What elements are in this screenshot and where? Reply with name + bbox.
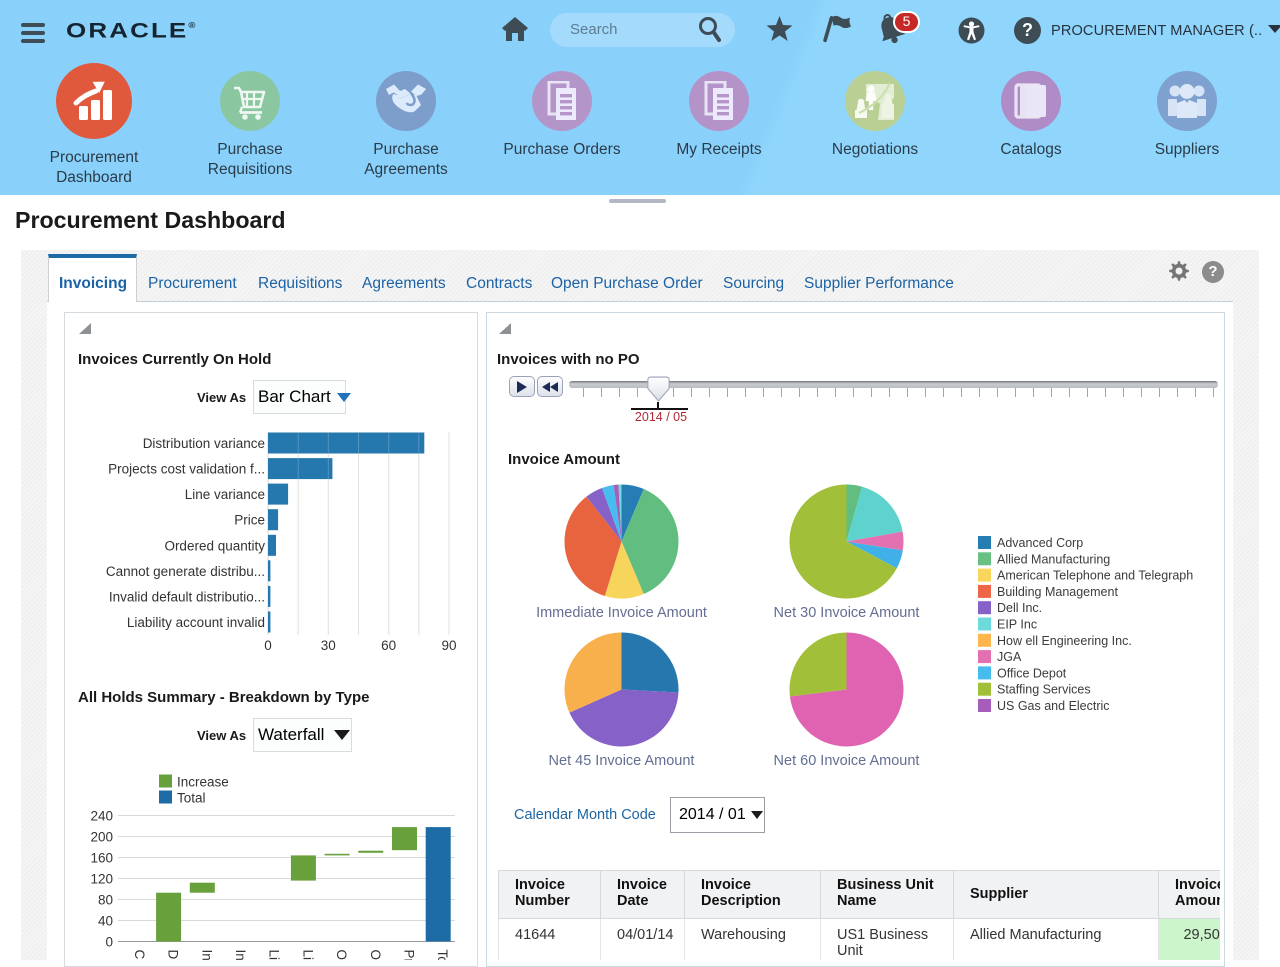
svg-text:Line variance: Line variance — [185, 487, 265, 502]
svg-text:Increase: Increase — [177, 775, 229, 790]
svg-text:40: 40 — [98, 914, 113, 929]
svg-text:Price: Price — [234, 513, 265, 528]
svg-text:0: 0 — [264, 638, 272, 653]
svg-text:30: 30 — [321, 638, 336, 653]
svg-text:Total: Total — [435, 950, 450, 961]
svg-text:Net 30 Invoice Amount: Net 30 Invoice Amount — [774, 605, 920, 621]
svg-text:Other: Other — [368, 950, 383, 961]
svg-text:EIP Inc: EIP Inc — [997, 618, 1037, 632]
svg-text:Invalid default distributio...: Invalid default distributio... — [109, 589, 265, 604]
svg-text:Advanced Corp: Advanced Corp — [997, 536, 1083, 550]
svg-text:Staffing Services: Staffing Services — [997, 683, 1091, 697]
svg-text:US Gas and Electric: US Gas and Electric — [997, 699, 1110, 713]
svg-text:Distribution variance: Distribution variance — [143, 436, 265, 451]
svg-text:Projects cost validation f...: Projects cost validation f... — [108, 462, 265, 477]
svg-text:Line variance: Line variance — [300, 950, 315, 961]
svg-text:60: 60 — [381, 638, 396, 653]
svg-text:Total: Total — [177, 791, 206, 806]
svg-text:Invoice cancelle...: Invoice cancelle... — [233, 950, 248, 961]
svg-text:120: 120 — [90, 872, 113, 887]
svg-text:Allied Manufacturing: Allied Manufacturing — [997, 552, 1110, 566]
svg-text:0: 0 — [105, 935, 113, 950]
svg-text:Ordered quantity: Ordered quantity — [164, 538, 265, 553]
svg-text:Price: Price — [402, 950, 417, 961]
svg-text:80: 80 — [98, 893, 113, 908]
svg-text:Dell Inc.: Dell Inc. — [997, 601, 1042, 615]
svg-text:Immediate Invoice Amount: Immediate Invoice Amount — [536, 605, 707, 621]
svg-text:Office Depot: Office Depot — [997, 666, 1067, 680]
svg-text:Liability account invalid: Liability account invalid — [127, 615, 265, 630]
svg-text:Net 45 Invoice Amount: Net 45 Invoice Amount — [549, 753, 695, 769]
svg-text:Inv default distr...: Inv default distr... — [199, 950, 214, 961]
svg-text:Liability account...: Liability account... — [267, 950, 282, 961]
svg-text:American Telephone and Telegra: American Telephone and Telegraph — [997, 569, 1193, 583]
svg-text:Cannot generate distribu...: Cannot generate distribu... — [106, 564, 265, 579]
svg-text:Cannot generate...: Cannot generate... — [132, 950, 147, 961]
svg-text:Ordered quantity: Ordered quantity — [334, 950, 349, 961]
svg-text:JGA: JGA — [997, 650, 1022, 664]
svg-text:Building Management: Building Management — [997, 585, 1118, 599]
svg-text:240: 240 — [90, 809, 113, 824]
svg-text:Distribution varia...: Distribution varia... — [166, 950, 181, 961]
svg-text:160: 160 — [90, 851, 113, 866]
svg-text:200: 200 — [90, 830, 113, 845]
svg-text:How ell Engineering Inc.: How ell Engineering Inc. — [997, 634, 1132, 648]
svg-text:90: 90 — [441, 638, 456, 653]
svg-text:Net 60 Invoice Amount: Net 60 Invoice Amount — [774, 753, 920, 769]
